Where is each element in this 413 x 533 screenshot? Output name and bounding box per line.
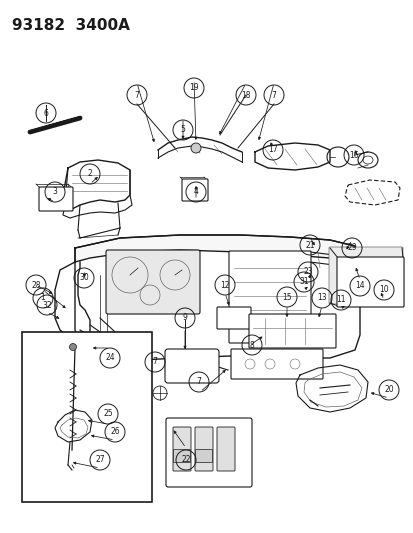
Text: 16: 16	[348, 150, 358, 159]
FancyBboxPatch shape	[39, 187, 73, 211]
Circle shape	[69, 343, 76, 351]
Text: 7: 7	[196, 377, 201, 386]
Text: 30: 30	[79, 273, 89, 282]
Text: 7: 7	[152, 358, 157, 367]
Text: 7: 7	[271, 91, 276, 100]
Text: 13: 13	[316, 294, 326, 303]
FancyBboxPatch shape	[182, 179, 207, 201]
Text: 6: 6	[43, 109, 48, 117]
FancyBboxPatch shape	[216, 307, 250, 329]
Text: 7: 7	[134, 91, 139, 100]
FancyBboxPatch shape	[336, 257, 403, 307]
Text: 29: 29	[347, 244, 356, 253]
Text: 28: 28	[31, 280, 40, 289]
FancyBboxPatch shape	[106, 250, 199, 314]
Text: 23: 23	[302, 268, 312, 277]
FancyBboxPatch shape	[195, 449, 212, 463]
Text: 9: 9	[182, 313, 187, 322]
Text: 32: 32	[42, 301, 52, 310]
Text: 15: 15	[282, 293, 291, 302]
Text: 8: 8	[249, 341, 254, 350]
Text: 1: 1	[40, 294, 45, 303]
FancyBboxPatch shape	[173, 449, 190, 463]
Text: 3: 3	[52, 188, 57, 197]
Text: 11: 11	[335, 295, 345, 304]
Text: 27: 27	[95, 456, 104, 464]
Text: 18: 18	[241, 91, 250, 100]
FancyBboxPatch shape	[22, 332, 152, 502]
Circle shape	[190, 143, 201, 153]
FancyBboxPatch shape	[216, 427, 235, 471]
Text: 14: 14	[354, 281, 364, 290]
Text: 2: 2	[88, 169, 92, 179]
Text: 5: 5	[180, 125, 185, 134]
FancyBboxPatch shape	[230, 349, 322, 379]
Text: 22: 22	[181, 456, 190, 464]
Text: 12: 12	[220, 280, 229, 289]
FancyBboxPatch shape	[328, 247, 402, 304]
Text: 31: 31	[299, 278, 308, 287]
Text: 26: 26	[110, 427, 119, 437]
Text: 4: 4	[193, 188, 198, 197]
FancyBboxPatch shape	[166, 418, 252, 487]
Polygon shape	[75, 235, 357, 262]
FancyBboxPatch shape	[165, 349, 218, 383]
Text: 25: 25	[103, 409, 112, 418]
Text: 21: 21	[304, 240, 314, 249]
Text: 19: 19	[189, 84, 198, 93]
FancyBboxPatch shape	[228, 251, 310, 343]
FancyBboxPatch shape	[195, 427, 212, 471]
Text: 93182  3400A: 93182 3400A	[12, 18, 130, 33]
FancyBboxPatch shape	[173, 427, 190, 471]
Text: 20: 20	[383, 385, 393, 394]
FancyBboxPatch shape	[248, 314, 335, 348]
Text: 17: 17	[268, 146, 277, 155]
Text: 10: 10	[378, 286, 388, 295]
Text: 24: 24	[105, 353, 114, 362]
